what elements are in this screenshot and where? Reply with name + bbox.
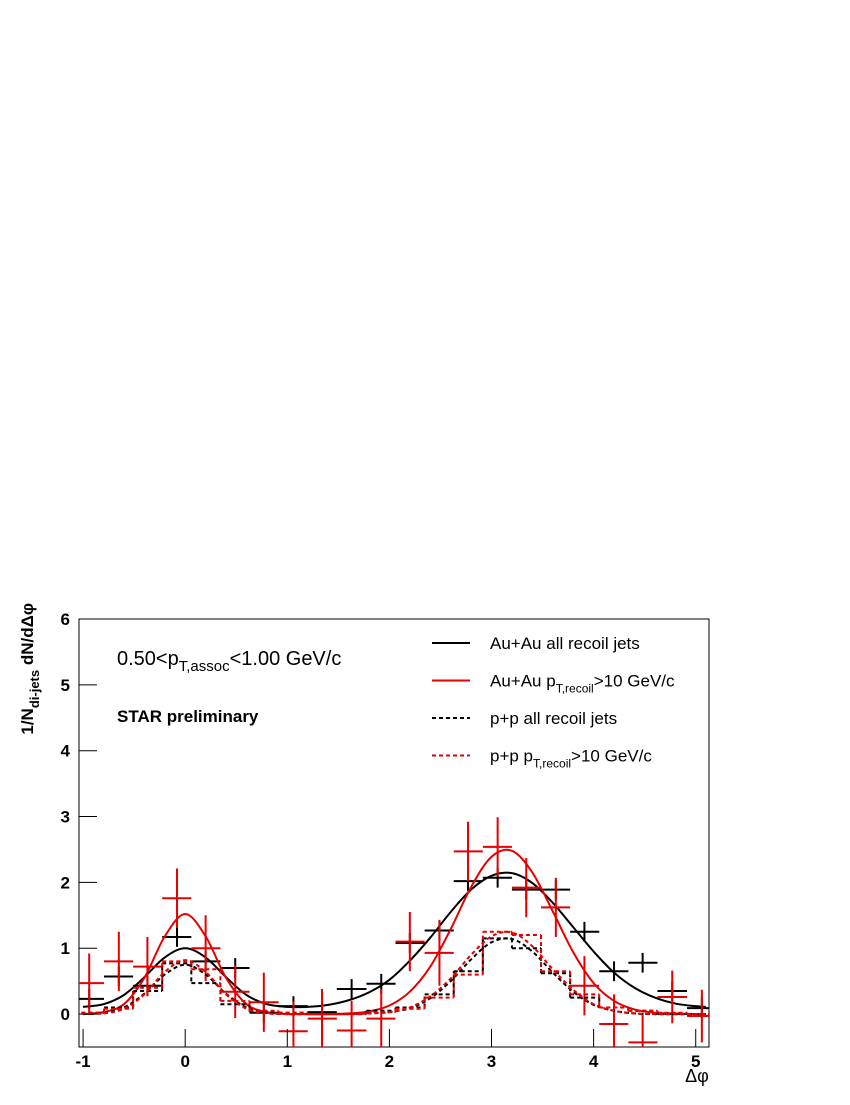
data-point xyxy=(249,972,279,1032)
data-point xyxy=(162,868,192,928)
data-point xyxy=(133,937,163,997)
x-tick-label: 3 xyxy=(487,1052,496,1071)
subscript: T,assoc xyxy=(179,658,230,675)
x-axis-label: Δφ xyxy=(685,1066,709,1086)
y-tick-label: 2 xyxy=(61,873,70,892)
text-part: <1.00 GeV/c xyxy=(230,648,342,670)
data-point xyxy=(541,877,571,938)
fit-curve xyxy=(82,848,706,1016)
data-point xyxy=(628,1012,658,1047)
text-part: >10 GeV/c xyxy=(571,747,652,766)
data-point xyxy=(220,965,250,1019)
data-point xyxy=(79,953,105,1013)
legend-label: Au+Au pT,recoil>10 GeV/c xyxy=(490,672,675,696)
data-point xyxy=(366,989,396,1047)
y-tick-label: 3 xyxy=(61,808,70,827)
data-point xyxy=(278,1001,308,1047)
y-tick-label: 4 xyxy=(61,742,71,761)
data-point xyxy=(570,956,600,1016)
legend-label: p+p all recoil jets xyxy=(490,709,617,728)
text-part: dN/dΔφ xyxy=(18,603,37,670)
annotation: 0.50<pT,assoc<1.00 GeV/c xyxy=(117,648,341,675)
text-part: 0.50<p xyxy=(117,648,179,670)
text-part: Au+Au p xyxy=(490,672,556,691)
text-part: Au+Au all recoil jets xyxy=(490,634,640,653)
x-tick-label: 5 xyxy=(691,1052,700,1071)
y-axis-label: 1/Ndi-jets dN/dΔφ xyxy=(18,603,42,735)
y-tick-label: 1 xyxy=(61,939,70,958)
y-tick-label: 0 xyxy=(61,1005,70,1024)
data-point xyxy=(453,821,483,882)
data-point xyxy=(570,921,600,942)
text-part: >10 GeV/c xyxy=(594,672,675,691)
data-layer xyxy=(79,817,709,1047)
y-tick-label: 6 xyxy=(61,610,70,629)
x-tick-label: -1 xyxy=(76,1052,91,1071)
data-point xyxy=(307,989,337,1047)
data-point xyxy=(599,994,629,1047)
legend-label: Au+Au all recoil jets xyxy=(490,634,640,653)
x-tick-label: 0 xyxy=(180,1052,189,1071)
y-tick-label: 5 xyxy=(61,676,70,695)
text-part: p+p all recoil jets xyxy=(490,709,617,728)
data-point xyxy=(336,1000,367,1047)
text-part: 1/N xyxy=(18,708,37,734)
data-point xyxy=(424,919,454,986)
text-part: p+p p xyxy=(490,747,533,766)
subscript: di-jets xyxy=(27,670,42,708)
fit-curve xyxy=(83,930,706,1016)
annotation: STAR preliminary xyxy=(117,707,259,726)
text-part: STAR preliminary xyxy=(117,707,259,726)
data-point xyxy=(687,989,709,1043)
subscript: T,recoil xyxy=(556,682,594,696)
legend-label: p+p pT,recoil>10 GeV/c xyxy=(490,747,652,771)
data-point xyxy=(511,858,542,918)
x-tick-label: 4 xyxy=(589,1052,599,1071)
subscript: T,recoil xyxy=(533,757,571,771)
data-point xyxy=(599,961,629,982)
data-point xyxy=(104,931,134,992)
data-point xyxy=(162,927,192,947)
data-point xyxy=(336,979,367,999)
x-tick-label: 1 xyxy=(283,1052,292,1071)
data-point xyxy=(395,912,425,972)
plot-frame xyxy=(78,618,710,1048)
data-point xyxy=(482,817,512,877)
data-point xyxy=(628,952,658,973)
x-tick-label: 2 xyxy=(385,1052,394,1071)
